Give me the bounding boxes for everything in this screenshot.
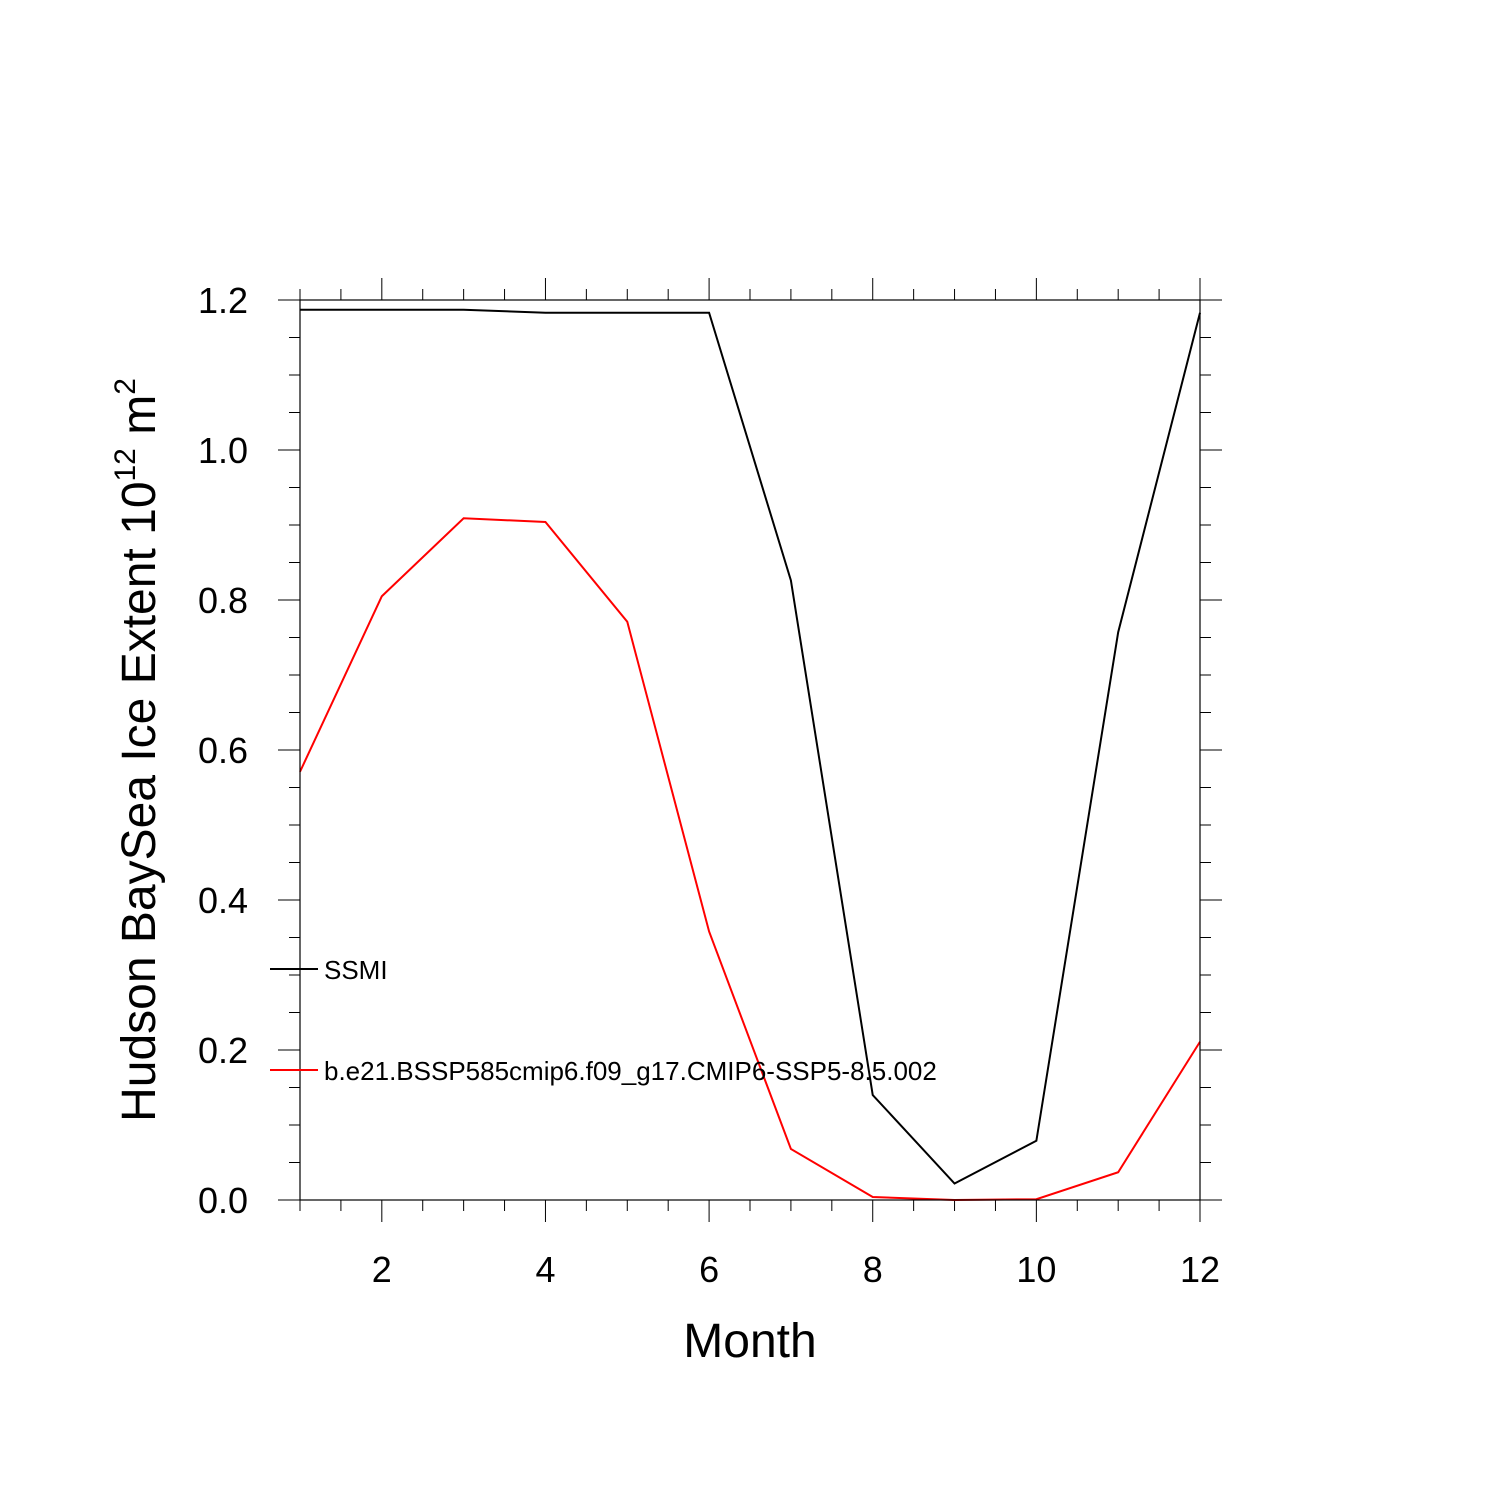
y-tick-label: 0.8 [198,580,248,621]
x-tick-label: 12 [1180,1249,1220,1290]
y-tick-label: 0.4 [198,880,248,921]
x-tick-label: 2 [372,1249,392,1290]
x-tick-label: 10 [1016,1249,1056,1290]
series-line-cmip6 [299,517,1201,1202]
legend: SSMI b.e21.BSSP585cmip6.f09_g17.CMIP6-SS… [270,955,937,1086]
y-axis-label-unit: m [113,395,166,448]
legend-label-ssmi: SSMI [324,955,388,985]
legend-label-cmip6: b.e21.BSSP585cmip6.f09_g17.CMIP6-SSP5-8.… [324,1056,937,1086]
y-tick-label: 1.0 [198,430,248,471]
x-tick-label: 8 [863,1249,883,1290]
axis-ticks [278,278,1222,1222]
y-axis-label: Hudson BaySea Ice Extent 1012 m2 [109,378,166,1122]
y-tick-label: 0.2 [198,1030,248,1071]
y-axis-label-main: Hudson BaySea Ice Extent 10 [113,481,166,1121]
y-tick-label: 0.0 [198,1180,248,1221]
x-axis-label: Month [683,1315,816,1368]
x-tick-label: 6 [699,1249,719,1290]
tick-labels: 2 4 6 8 10 12 0.0 0.2 0.4 0.6 0.8 1.0 1.2 [198,280,1220,1290]
plot-frame [299,299,1201,1201]
series-layer [299,308,1201,1202]
x-tick-label: 4 [535,1249,555,1290]
y-axis-label-exponent: 12 [109,448,142,481]
y-axis-label-unit-exponent: 2 [109,378,142,395]
y-tick-label: 0.6 [198,730,248,771]
series-line-ssmi [300,308,1201,1185]
y-tick-label: 1.2 [198,280,248,321]
